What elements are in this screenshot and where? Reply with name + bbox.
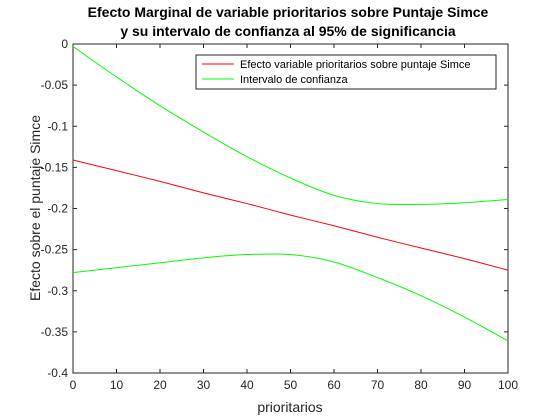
y-tick-label: 0	[61, 37, 68, 51]
axis-ticks: 0 10 20 30 40 50 60 70 80 90 100 0 -0.05 -0.1 -0.15 -0.…	[41, 37, 519, 392]
y-tick-label: -0.2	[47, 202, 68, 216]
series-line-effect	[72, 159, 509, 271]
x-tick-label: 60	[327, 378, 341, 392]
x-tick-label: 20	[153, 378, 167, 392]
y-tick-label: -0.15	[41, 160, 69, 174]
y-tick-label: -0.1	[47, 119, 68, 133]
x-tick-label: 50	[284, 378, 298, 392]
series-line-interval-upper	[72, 46, 509, 206]
series-line-interval-lower	[72, 253, 509, 342]
x-tick-label: 40	[240, 378, 254, 392]
y-tick-label: -0.05	[41, 78, 69, 92]
legend-label-interval: Intervalo de confianza	[240, 74, 349, 86]
x-tick-label: 70	[371, 378, 385, 392]
x-tick-label: 10	[110, 378, 124, 392]
chart-title-line-1: Efecto Marginal de variable prioritarios…	[88, 4, 489, 20]
y-tick-label: -0.3	[47, 284, 68, 298]
x-tick-label: 90	[458, 378, 472, 392]
legend-box	[195, 54, 497, 90]
y-tick-label: -0.25	[41, 243, 69, 257]
x-axis-label: prioritarios	[257, 399, 322, 415]
x-tick-label: 0	[70, 378, 77, 392]
x-tick-label: 100	[498, 378, 518, 392]
x-tick-label: 30	[197, 378, 211, 392]
x-tick-label: 80	[414, 378, 428, 392]
plot-area	[72, 43, 509, 374]
y-axis-label: Efecto sobre el puntaje Simce	[27, 115, 43, 301]
y-tick-label: -0.4	[47, 366, 68, 380]
chart-legend: Efecto variable prioritarios sobre punta…	[195, 54, 497, 90]
legend-label-effect: Efecto variable prioritarios sobre punta…	[240, 59, 471, 71]
chart-title-line-2: y su intervalo de confianza al 95% de si…	[120, 23, 456, 39]
series-lines	[72, 46, 509, 342]
y-tick-label: -0.35	[41, 325, 69, 339]
